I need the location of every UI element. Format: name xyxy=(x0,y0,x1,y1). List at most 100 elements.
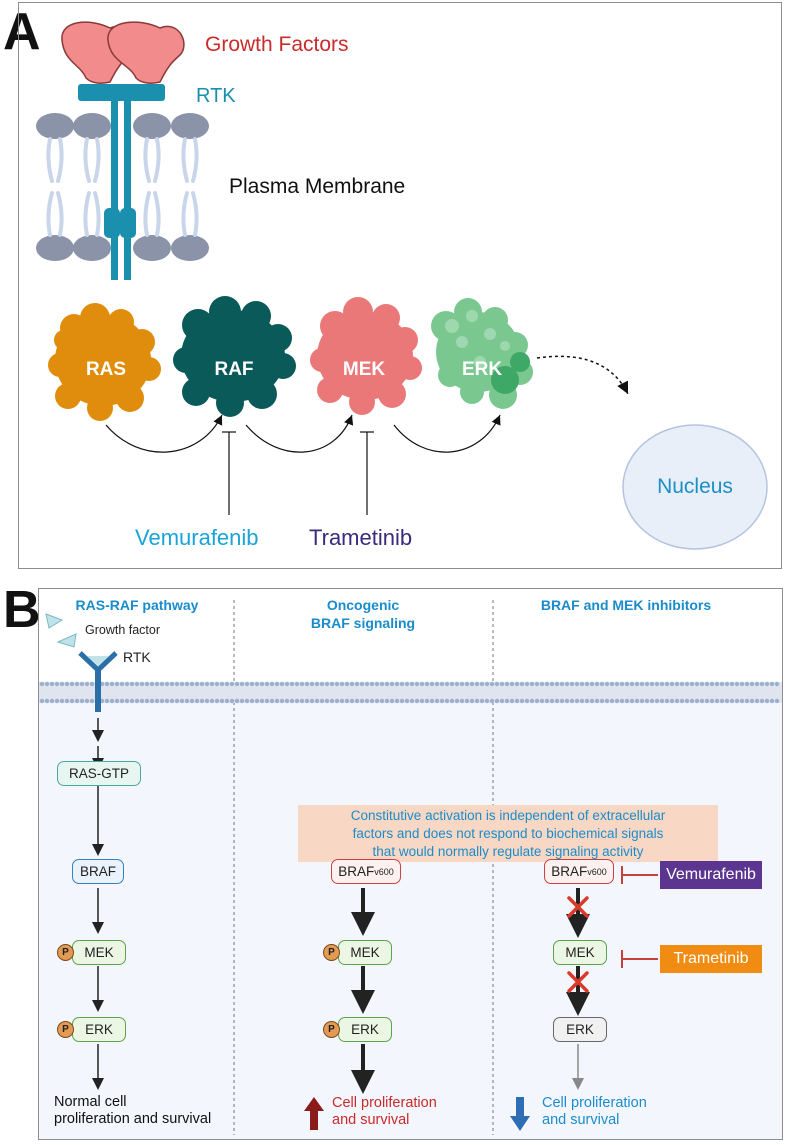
membrane-lipid-head xyxy=(79,681,85,687)
membrane-lipid-head xyxy=(264,698,270,704)
membrane-lipid-head xyxy=(489,698,495,704)
membrane-lipid-head xyxy=(384,698,390,704)
membrane-lipid-head xyxy=(699,698,705,704)
down-outcome-line2: and survival xyxy=(542,1112,620,1128)
membrane-lipid-head xyxy=(404,681,410,687)
membrane-lipid-head xyxy=(509,698,515,704)
membrane-lipid-head xyxy=(569,698,575,704)
membrane-lipid-head xyxy=(584,681,590,687)
membrane-lipid-head xyxy=(304,698,310,704)
membrane-lipid-head xyxy=(339,698,345,704)
membrane-lipid-head xyxy=(519,681,525,687)
column-2-title-line2: BRAF signaling xyxy=(310,615,416,631)
panel-b-cell-background xyxy=(39,700,782,1139)
braf-v600-node-col3: BRAF v600 xyxy=(544,859,614,884)
raf-protein xyxy=(173,296,296,417)
membrane-lipid-head xyxy=(104,698,110,704)
column-1-title: RAS-RAF pathway xyxy=(75,597,199,613)
membrane-lipid-head xyxy=(559,698,565,704)
membrane-lipid-head xyxy=(49,681,55,687)
membrane-lipid-head xyxy=(354,681,360,687)
membrane-lipid-head xyxy=(594,681,600,687)
mek-protein xyxy=(310,297,422,415)
membrane-lipid-head xyxy=(674,681,680,687)
membrane-lipid-head xyxy=(644,698,650,704)
braf-node: BRAF xyxy=(72,859,124,884)
braf-v600-node-col2: BRAF v600 xyxy=(331,859,401,884)
membrane-lipid-head xyxy=(144,681,150,687)
membrane-lipid-head xyxy=(724,681,730,687)
membrane-lipid-head xyxy=(314,698,320,704)
membrane-lipid-head xyxy=(214,681,220,687)
membrane-lipid-head xyxy=(84,681,90,687)
membrane-lipid-head xyxy=(729,698,735,704)
membrane-lipid-head xyxy=(629,681,635,687)
growth-factors-label: Growth Factors xyxy=(205,33,349,56)
membrane-lipid-head xyxy=(594,698,600,704)
membrane-lipid-head xyxy=(434,698,440,704)
membrane-lipid-head xyxy=(289,698,295,704)
inhibitor-lines xyxy=(222,431,374,515)
membrane-lipid-head xyxy=(534,698,540,704)
membrane-lipid-head xyxy=(484,698,490,704)
membrane-lipid-head xyxy=(674,698,680,704)
membrane-lipid-head xyxy=(744,681,750,687)
membrane-lipid-head xyxy=(554,698,560,704)
membrane-lipid-head xyxy=(469,698,475,704)
membrane-lipid-head xyxy=(384,681,390,687)
membrane-lipid-head xyxy=(484,681,490,687)
membrane-lipid-head xyxy=(364,698,370,704)
membrane-lipid-head xyxy=(564,698,570,704)
membrane-lipid-head xyxy=(89,681,95,687)
membrane-lipid-head xyxy=(709,698,715,704)
membrane-lipid-head xyxy=(669,681,675,687)
membrane-lipid-head xyxy=(319,698,325,704)
membrane-lipid-head xyxy=(709,681,715,687)
membrane-lipid-head xyxy=(604,681,610,687)
membrane-lipid-head xyxy=(739,698,745,704)
note-line-3: that would normally regulate signaling a… xyxy=(372,844,644,859)
membrane-lipid-head xyxy=(209,681,215,687)
membrane-lipid-head xyxy=(274,698,280,704)
membrane-lipid-head xyxy=(584,698,590,704)
membrane-lipid-head xyxy=(499,698,505,704)
membrane-lipid-head xyxy=(624,698,630,704)
membrane-lipid-head xyxy=(369,698,375,704)
membrane-lipid-head xyxy=(549,681,555,687)
membrane-lipid-head xyxy=(459,698,465,704)
membrane-lipid-head xyxy=(149,681,155,687)
membrane-lipid-head xyxy=(334,681,340,687)
membrane-lipid-head xyxy=(494,681,500,687)
membrane-lipid-head xyxy=(369,681,375,687)
nucleus-shape xyxy=(622,424,768,550)
membrane-lipid-head xyxy=(654,681,660,687)
membrane-lipid-head xyxy=(654,698,660,704)
membrane-lipid-head xyxy=(429,698,435,704)
panel-a-letter: A xyxy=(3,3,41,61)
membrane-lipid-head xyxy=(164,681,170,687)
membrane-lipid-head xyxy=(589,698,595,704)
down-arrow-icon xyxy=(510,1097,530,1131)
phospho-badge-mek-col1: P xyxy=(57,944,74,961)
membrane-lipid-head xyxy=(374,681,380,687)
membrane-lipid-head xyxy=(634,681,640,687)
membrane-lipid-head xyxy=(324,698,330,704)
membrane-lipid-head xyxy=(579,698,585,704)
membrane-lipid-head xyxy=(224,698,230,704)
membrane-lipid-head xyxy=(144,698,150,704)
membrane-lipid-head xyxy=(179,698,185,704)
membrane-lipid-head xyxy=(559,681,565,687)
membrane-lipid-head xyxy=(129,698,135,704)
up-arrow-icon xyxy=(304,1097,324,1130)
down-outcome-line1: Cell proliferation xyxy=(542,1095,647,1111)
membrane-lipid-head xyxy=(534,681,540,687)
normal-outcome-line2: proliferation and survival xyxy=(54,1111,212,1127)
vemurafenib-label: Vemurafenib xyxy=(135,525,259,550)
erk-node-col2: ERK xyxy=(338,1017,392,1042)
trametinib-box: Trametinib xyxy=(660,945,762,973)
braf-v600-base-col3: BRAF xyxy=(551,864,588,879)
membrane-lipid-head xyxy=(339,681,345,687)
membrane-lipid-head xyxy=(689,698,695,704)
membrane-lipid-head xyxy=(309,681,315,687)
trametinib-label: Trametinib xyxy=(309,525,413,550)
